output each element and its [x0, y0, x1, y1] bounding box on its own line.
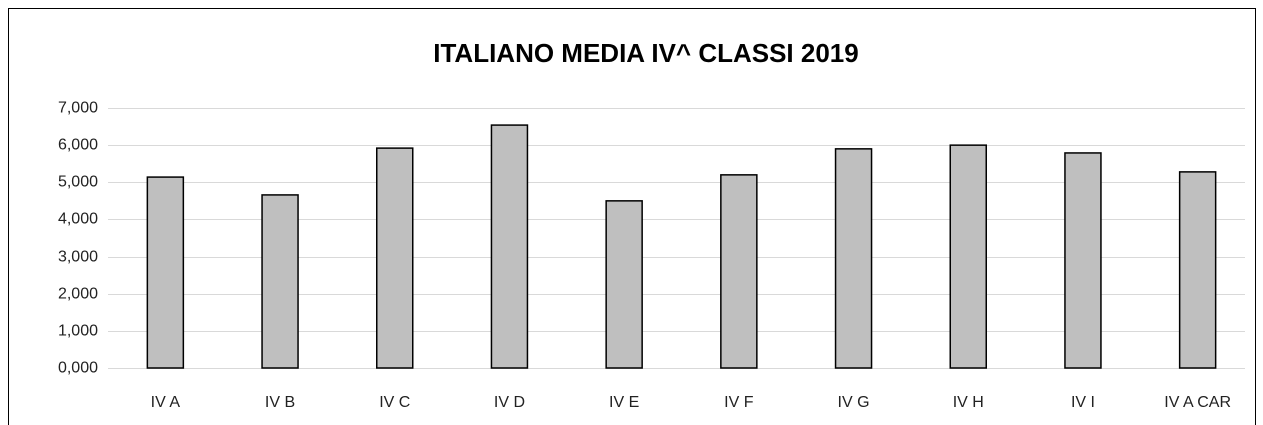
- bar: [605, 200, 643, 369]
- x-tick-label: IV F: [724, 394, 754, 411]
- y-tick-label: 5,000: [58, 174, 98, 191]
- chart-title: ITALIANO MEDIA IV^ CLASSI 2019: [433, 38, 858, 68]
- x-tick-label: IV G: [838, 394, 870, 411]
- y-tick-label: 0,000: [58, 360, 98, 377]
- x-tick-label: IV H: [953, 394, 984, 411]
- x-tick-label: IV I: [1071, 394, 1095, 411]
- bar: [146, 176, 185, 369]
- x-tick-label: IV D: [494, 394, 525, 411]
- bar: [261, 194, 299, 369]
- y-tick-label: 6,000: [58, 137, 98, 154]
- x-tick-label: IV A: [151, 394, 181, 411]
- y-tick-label: 7,000: [58, 100, 98, 117]
- x-tick-label: IV B: [265, 394, 295, 411]
- y-tick-label: 1,000: [58, 323, 98, 340]
- chart-frame: [8, 8, 1256, 425]
- y-tick-label: 4,000: [58, 211, 98, 228]
- bar: [1064, 152, 1102, 369]
- bar: [376, 147, 414, 369]
- bar: [720, 174, 758, 369]
- bar: [949, 144, 987, 369]
- x-tick-label: IV C: [379, 394, 410, 411]
- bar: [1178, 171, 1217, 369]
- y-tick-label: 2,000: [58, 286, 98, 303]
- x-tick-label: IV A CAR: [1164, 394, 1231, 411]
- x-tick-label: IV E: [609, 394, 639, 411]
- bar: [834, 148, 873, 369]
- bar: [490, 124, 529, 369]
- y-tick-label: 3,000: [58, 249, 98, 266]
